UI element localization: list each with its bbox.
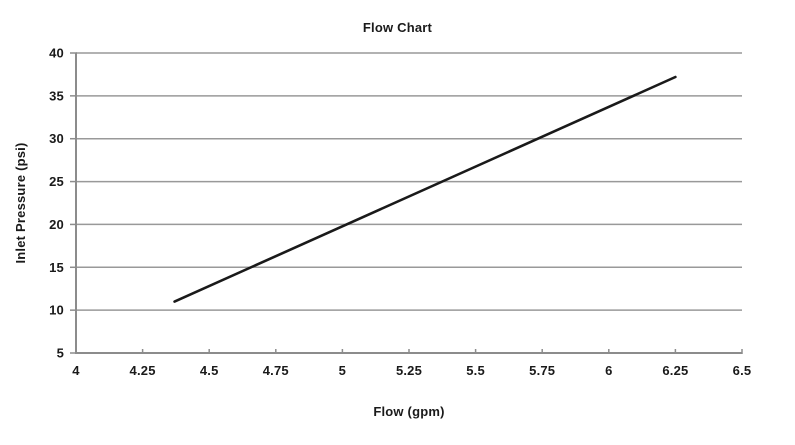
- x-axis-title: Flow (gpm): [373, 404, 445, 419]
- series-line: [173, 75, 677, 303]
- x-tick-label: 6.25: [662, 363, 688, 378]
- y-tick-label: 5: [57, 346, 64, 361]
- y-tick-label: 20: [49, 217, 64, 232]
- x-tick-label: 4: [72, 363, 80, 378]
- x-tick-label: 6.5: [733, 363, 752, 378]
- y-tick-label: 10: [49, 303, 64, 318]
- x-tick-label: 6: [605, 363, 612, 378]
- chart-title: Flow Chart: [362, 20, 433, 35]
- x-tick-label: 5: [339, 363, 346, 378]
- x-tick-label: 5.5: [466, 363, 485, 378]
- x-tick-label: 4.25: [130, 363, 156, 378]
- x-tick-label: 4.75: [263, 363, 289, 378]
- y-tick-label: 40: [49, 46, 64, 61]
- y-tick-label: 30: [49, 131, 64, 146]
- y-tick-label: 35: [49, 88, 64, 103]
- y-tick-label: 25: [49, 174, 64, 189]
- x-tick-label: 5.25: [396, 363, 422, 378]
- x-tick-label: 5.75: [529, 363, 555, 378]
- x-tick-label: 4.5: [200, 363, 219, 378]
- y-tick-label: 15: [49, 260, 64, 275]
